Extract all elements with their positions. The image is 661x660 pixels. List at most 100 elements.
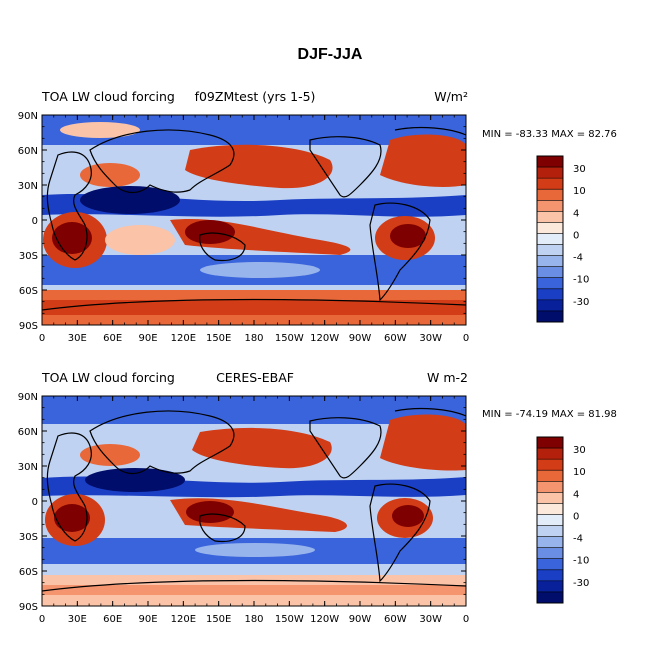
- x-tick-label: 120E: [171, 333, 196, 344]
- colorbar-swatch: [537, 536, 563, 549]
- x-tick-label: 60E: [103, 333, 122, 344]
- colorbar: 30 10 4 0 -4 -10 -30: [536, 155, 589, 323]
- colorbar-label: 10: [573, 467, 586, 478]
- colorbar-swatch: [537, 514, 563, 527]
- colorbar-label: 10: [573, 186, 586, 197]
- x-tick-label: 30W: [419, 333, 442, 344]
- min-max-stats: MIN = -83.33 MAX = 82.76: [482, 129, 617, 140]
- colorbar-swatch: [537, 492, 563, 504]
- panel-center-title: f09ZMtest (yrs 1-5): [195, 89, 316, 104]
- y-axis: 90N 60N 30N 0 30S 60S 90S: [18, 392, 38, 613]
- colorbar-label: -10: [573, 556, 589, 567]
- y-tick-label: 30S: [19, 251, 38, 262]
- x-tick-label: 0: [463, 333, 469, 344]
- colorbar-swatch: [537, 233, 563, 246]
- x-tick-label: 30W: [419, 614, 442, 625]
- colorbar-swatch: [537, 266, 563, 279]
- x-tick-label: 60W: [384, 333, 407, 344]
- colorbar-swatch: [537, 189, 563, 201]
- x-tick-label: 180: [244, 333, 263, 344]
- axis-ticks: [41, 395, 467, 607]
- colorbar-swatch: [537, 437, 563, 449]
- colorbar-swatch: [537, 448, 563, 460]
- map-field: [42, 115, 466, 325]
- colorbar: 30 10 4 0 -4 -10 -30: [536, 436, 589, 604]
- colorbar-label: -10: [573, 275, 589, 286]
- x-tick-label: 60W: [384, 614, 407, 625]
- y-tick-label: 0: [32, 497, 38, 508]
- x-axis: 0 30E 60E 90E 120E 150E 180 150W 120W 90W 60W 30W 0: [39, 614, 469, 625]
- x-tick-label: 150W: [275, 333, 304, 344]
- x-tick-label: 90E: [138, 614, 157, 625]
- colorbar-label: 4: [573, 208, 579, 219]
- x-tick-label: 180: [244, 614, 263, 625]
- y-tick-label: 30N: [18, 181, 38, 192]
- colorbar-label: 0: [573, 230, 579, 241]
- x-tick-label: 0: [39, 614, 45, 625]
- y-tick-label: 60N: [18, 146, 38, 157]
- x-tick-label: 60E: [103, 614, 122, 625]
- colorbar-swatch: [537, 470, 563, 482]
- panel-units: W/m²: [434, 89, 468, 104]
- x-tick-label: 0: [463, 614, 469, 625]
- x-tick-label: 120E: [171, 614, 196, 625]
- panel-center-title: CERES-EBAF: [216, 370, 294, 385]
- colorbar-swatch: [537, 503, 563, 515]
- colorbar-swatch: [537, 277, 563, 290]
- coastlines: [42, 126, 466, 311]
- x-tick-label: 150E: [206, 333, 231, 344]
- panel-observations: TOA LW cloud forcing CERES-EBAF W m-2 90…: [18, 370, 617, 625]
- x-tick-label: 150E: [206, 614, 231, 625]
- colorbar-swatch: [537, 211, 563, 223]
- y-tick-label: 30N: [18, 462, 38, 473]
- colorbar-swatch: [537, 459, 563, 471]
- axis-ticks: [41, 114, 467, 326]
- colorbar-swatch: [537, 255, 563, 268]
- colorbar-swatch: [537, 167, 563, 179]
- x-tick-label: 90W: [349, 614, 372, 625]
- panel-units: W m-2: [427, 370, 468, 385]
- panel-left-title: TOA LW cloud forcing: [41, 370, 175, 385]
- colorbar-swatch: [537, 525, 563, 538]
- colorbar-label: -4: [573, 253, 583, 264]
- y-tick-label: 0: [32, 216, 38, 227]
- colorbar-swatch: [537, 547, 563, 560]
- x-tick-label: 120W: [310, 333, 339, 344]
- colorbar-swatch: [537, 288, 563, 301]
- y-tick-label: 90S: [19, 602, 38, 613]
- x-tick-label: 150W: [275, 614, 304, 625]
- y-tick-label: 90N: [18, 392, 38, 403]
- y-tick-label: 60S: [19, 567, 38, 578]
- panel-left-title: TOA LW cloud forcing: [41, 89, 175, 104]
- map-field: [42, 396, 466, 606]
- colorbar-swatch: [537, 299, 563, 312]
- colorbar-swatch: [537, 244, 563, 257]
- coastlines: [42, 407, 466, 592]
- colorbar-label: -4: [573, 534, 583, 545]
- colorbar-label: -30: [573, 578, 589, 589]
- x-tick-label: 30E: [68, 614, 87, 625]
- y-tick-label: 90S: [19, 321, 38, 332]
- y-tick-label: 60N: [18, 427, 38, 438]
- figure-title: DJF-JJA: [298, 46, 363, 63]
- x-tick-label: 90E: [138, 333, 157, 344]
- colorbar-swatch: [537, 569, 563, 582]
- y-tick-label: 30S: [19, 532, 38, 543]
- colorbar-label: 4: [573, 489, 579, 500]
- colorbar-label: -30: [573, 297, 589, 308]
- x-tick-label: 30E: [68, 333, 87, 344]
- colorbar-swatch: [537, 310, 563, 323]
- colorbar-swatch: [537, 481, 563, 493]
- colorbar-label: 30: [573, 164, 586, 175]
- x-tick-label: 90W: [349, 333, 372, 344]
- y-tick-label: 60S: [19, 286, 38, 297]
- colorbar-label: 30: [573, 445, 586, 456]
- colorbar-swatch: [537, 222, 563, 234]
- colorbar-label: 0: [573, 511, 579, 522]
- colorbar-swatch: [537, 580, 563, 593]
- colorbar-swatch: [537, 200, 563, 212]
- x-axis: 0 30E 60E 90E 120E 150E 180 150W 120W 90W 60W 30W 0: [39, 333, 469, 344]
- colorbar-swatch: [537, 591, 563, 604]
- x-tick-label: 0: [39, 333, 45, 344]
